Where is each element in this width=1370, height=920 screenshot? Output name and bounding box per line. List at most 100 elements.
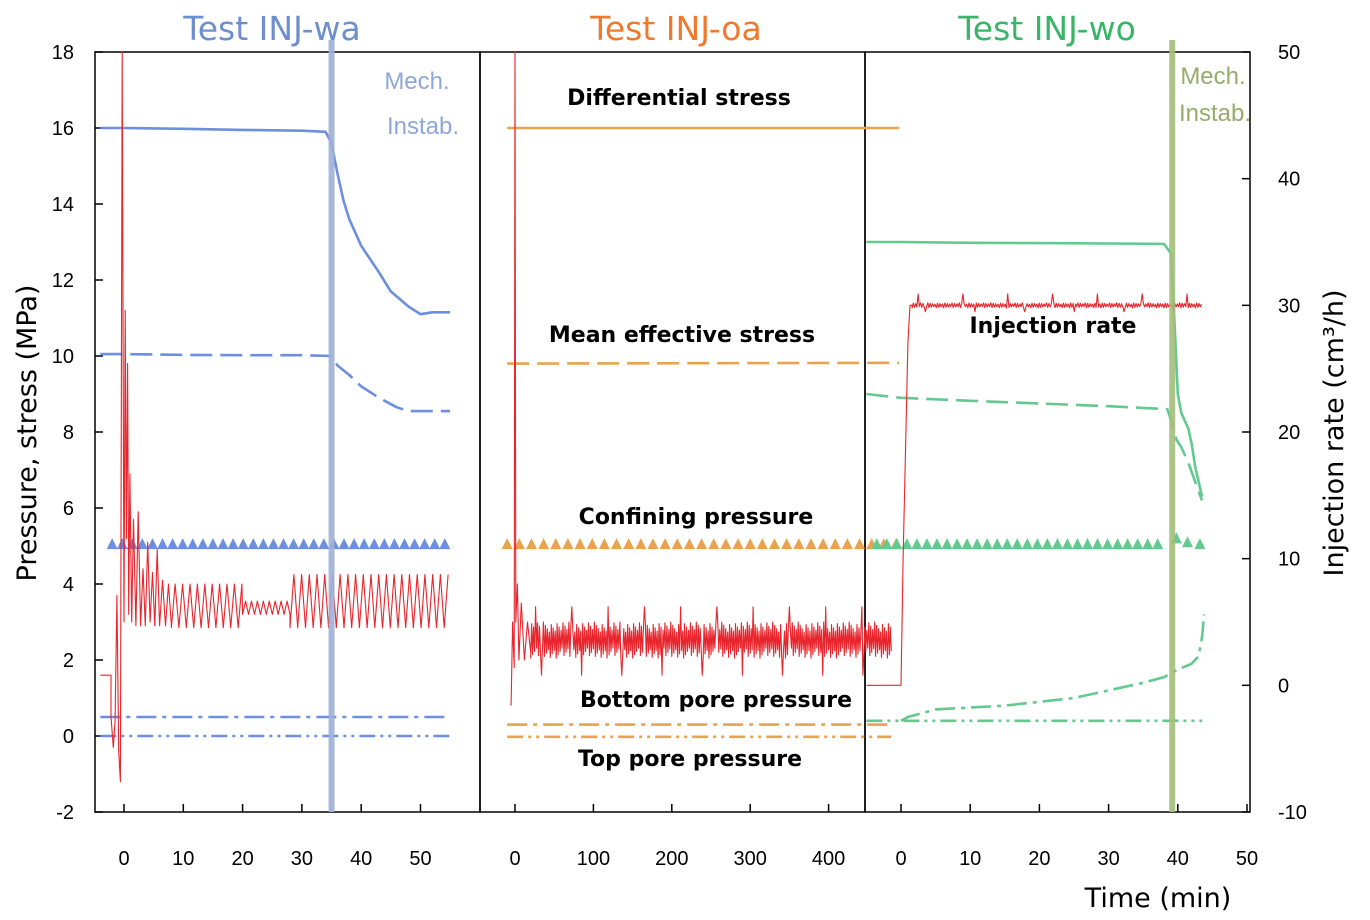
x-tick-label: 10 <box>959 848 981 870</box>
triangle-marker <box>696 538 708 550</box>
triangle-marker <box>1061 538 1073 550</box>
triangle-marker <box>177 538 189 550</box>
y2-axis-label: Injection rate (cm³/h) <box>1319 289 1350 576</box>
triangle-marker <box>941 538 953 550</box>
triangle-marker <box>1194 538 1206 550</box>
x-tick-label: 100 <box>577 848 610 870</box>
mech-label-wo-line1: Mech. <box>1180 63 1245 90</box>
triangle-marker <box>106 538 118 550</box>
triangle-marker <box>1071 538 1083 550</box>
triangle-marker <box>961 538 973 550</box>
series-dash-oa <box>507 361 900 365</box>
y-tick-label: 18 <box>52 42 74 64</box>
x-tick-label: 300 <box>734 848 767 870</box>
triangle-marker <box>1102 538 1114 550</box>
triangle-marker <box>1001 538 1013 550</box>
triangle-marker <box>525 538 537 550</box>
triangle-marker <box>501 538 513 550</box>
annotation-bottom-pore-pressure: Bottom pore pressure <box>580 688 852 713</box>
triangle-marker <box>720 538 732 550</box>
triangle-marker <box>769 538 781 550</box>
triangle-marker <box>921 538 933 550</box>
y-tick-label: 10 <box>52 346 74 368</box>
x-tick-label: 20 <box>1028 848 1050 870</box>
triangle-marker <box>308 538 320 550</box>
y-axis-label: Pressure, stress (MPa) <box>12 285 43 582</box>
triangle-marker <box>708 538 720 550</box>
triangle-marker <box>338 538 350 550</box>
triangle-marker <box>647 538 659 550</box>
triangle-marker <box>683 538 695 550</box>
x-tick-label: 50 <box>409 848 431 870</box>
triangle-marker <box>805 538 817 550</box>
triangle-marker <box>1132 538 1144 550</box>
triangle-marker <box>951 538 963 550</box>
triangle-marker <box>146 538 158 550</box>
annotation-top-pore-pressure: Top pore pressure <box>578 747 802 772</box>
x-tick-label: 400 <box>812 848 845 870</box>
triangle-marker <box>562 538 574 550</box>
x-tick-label: 0 <box>118 848 129 870</box>
triangle-marker <box>854 538 866 550</box>
series-solid-wo <box>866 240 1204 497</box>
y-tick-label: 14 <box>52 194 74 216</box>
triangle-marker <box>267 538 279 550</box>
triangle-marker <box>398 538 410 550</box>
triangle-marker <box>187 538 199 550</box>
triangle-marker <box>197 538 209 550</box>
axis-ticks: -2 0 2 4 6 8 10 12 14 16 18 -10 0 10 20 30 40 50 0 10 20 30 40… <box>52 42 1307 870</box>
triangle-marker <box>227 538 239 550</box>
mechanical-instability-markers <box>328 40 1176 812</box>
triangle-marker <box>157 538 169 550</box>
triangle-marker <box>1051 538 1063 550</box>
triangle-marker <box>318 538 330 550</box>
triangle-marker <box>368 538 380 550</box>
y2-tick-label: -10 <box>1278 802 1307 824</box>
triangle-marker <box>635 538 647 550</box>
triangle-marker <box>1152 538 1164 550</box>
triangle-marker <box>991 538 1003 550</box>
triangle-marker <box>881 538 893 550</box>
x-tick-label: 30 <box>291 848 313 870</box>
triangle-marker <box>931 538 943 550</box>
triangle-marker <box>288 538 300 550</box>
chart-series <box>100 126 1206 739</box>
triangle-marker <box>348 538 360 550</box>
triangle-marker <box>1041 538 1053 550</box>
panel-frame-2 <box>864 51 1251 813</box>
triangle-marker <box>871 538 883 550</box>
triangle-marker <box>1122 538 1134 550</box>
x-tick-label: 50 <box>1236 848 1258 870</box>
triangle-marker <box>817 538 829 550</box>
x-tick-label: 200 <box>655 848 688 870</box>
x-axis-label: Time (min) <box>1084 883 1232 914</box>
y-tick-label: 2 <box>63 650 74 672</box>
injection-rate-lines <box>100 51 1203 783</box>
x-tick-label: 10 <box>172 848 194 870</box>
mech-label-wo-line2: Instab. <box>1179 100 1251 127</box>
triangle-marker <box>756 538 768 550</box>
triangle-marker <box>429 538 441 550</box>
x-tick-label: 40 <box>1167 848 1189 870</box>
triangle-marker <box>891 538 903 550</box>
y2-tick-label: 40 <box>1278 169 1300 191</box>
y-tick-label: 0 <box>63 726 74 748</box>
series-dash-wa <box>100 352 451 413</box>
triangle-marker <box>550 538 562 550</box>
panel-title-wo: Test INJ-wo <box>957 9 1136 48</box>
y2-tick-label: 0 <box>1278 675 1289 697</box>
triangle-marker <box>971 538 983 550</box>
triangle-marker <box>247 538 259 550</box>
triangle-marker <box>611 538 623 550</box>
triangle-marker <box>257 538 269 550</box>
annotation-injection-rate: Injection rate <box>970 314 1137 339</box>
triangle-marker <box>781 538 793 550</box>
triangle-marker <box>116 538 128 550</box>
series-confining-pressure-oa <box>501 538 902 550</box>
triangle-marker <box>901 538 913 550</box>
triangle-marker <box>1081 538 1093 550</box>
mech-label-wa-line2: Instab. <box>387 113 459 140</box>
triangle-marker <box>623 538 635 550</box>
y2-tick-label: 30 <box>1278 295 1300 317</box>
